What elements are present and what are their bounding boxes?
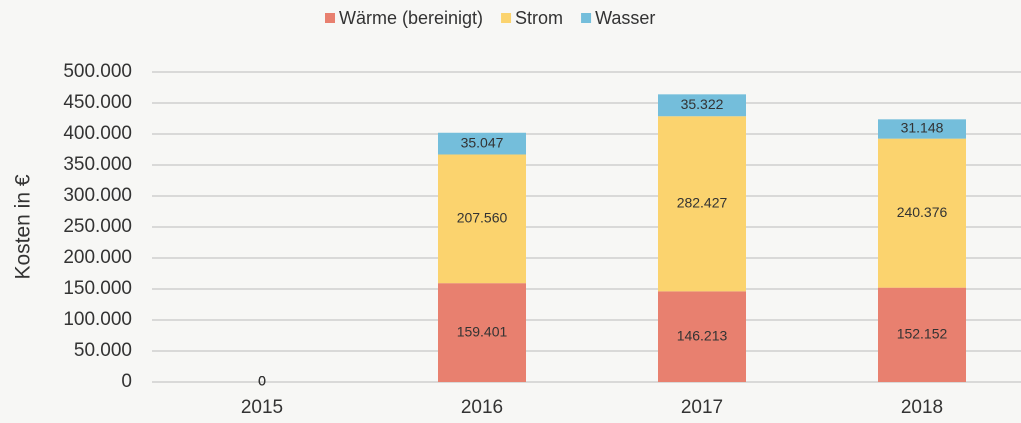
y-tick-label: 250.000 (63, 216, 132, 237)
legend-label: Wasser (595, 8, 655, 28)
bar-segment (438, 283, 526, 382)
x-tick-label: 2018 (901, 397, 943, 418)
x-tick-label: 2016 (461, 397, 503, 418)
y-axis-title: Kosten in € (12, 174, 35, 279)
legend-label: Strom (515, 8, 563, 28)
legend-label: Wärme (bereinigt) (339, 8, 483, 28)
data-label: 0 (258, 373, 266, 389)
data-label: 146.213 (677, 327, 728, 343)
y-tick-label: 100.000 (63, 309, 132, 330)
bar-segment (438, 154, 526, 284)
y-tick-label: 500.000 (63, 61, 132, 82)
data-label: 282.427 (677, 194, 728, 210)
data-label: 0 (258, 373, 266, 389)
y-tick-label: 450.000 (63, 92, 132, 113)
legend-swatch (501, 13, 512, 23)
bar-segment (658, 94, 746, 117)
y-tick-label: 300.000 (63, 185, 132, 206)
x-tick-label: 2015 (241, 397, 283, 418)
data-label: 207.560 (457, 210, 508, 226)
bar-segment (878, 119, 966, 139)
x-tick-label: 2017 (681, 397, 723, 418)
bar-segment (878, 287, 966, 382)
bar-segment (658, 116, 746, 292)
legend-swatch (325, 13, 335, 23)
data-label: 35.047 (461, 134, 504, 150)
y-tick-label: 150.000 (63, 278, 132, 299)
y-tick-label: 0 (121, 371, 132, 392)
y-tick-label: 350.000 (63, 154, 132, 175)
y-tick-label: 50.000 (74, 340, 132, 361)
legend-swatch (581, 13, 592, 23)
y-tick-label: 200.000 (63, 247, 132, 268)
data-label: 159.401 (457, 323, 508, 339)
data-label: 0 (258, 373, 266, 389)
data-label: 152.152 (897, 326, 948, 342)
y-tick-label: 400.000 (63, 123, 132, 144)
bar-segment (658, 291, 746, 382)
data-label: 31.148 (901, 120, 944, 136)
bar-segment (878, 138, 966, 288)
data-label: 35.322 (681, 96, 724, 112)
bar-segment (438, 132, 526, 155)
data-label: 240.376 (897, 204, 948, 220)
